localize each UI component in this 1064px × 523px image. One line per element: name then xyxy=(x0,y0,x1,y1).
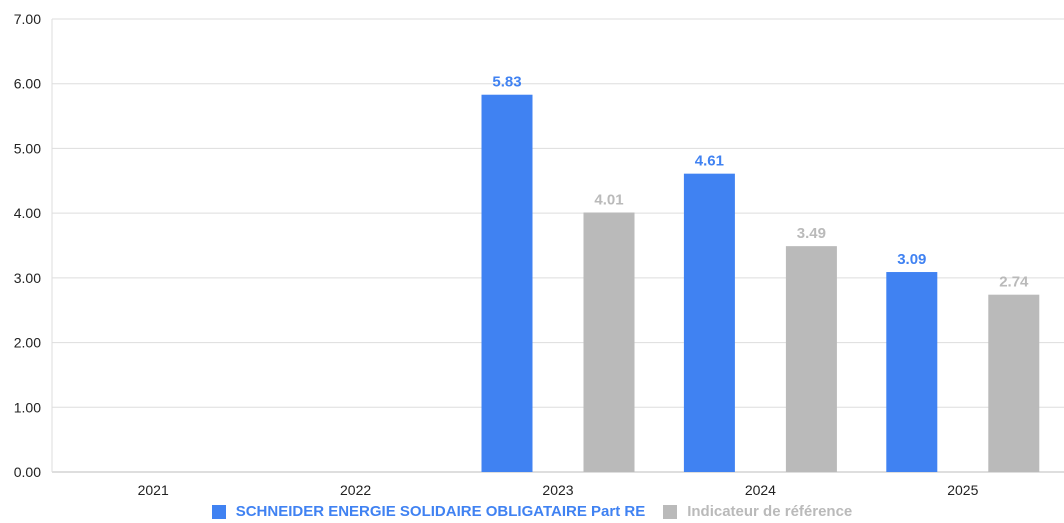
value-labels: 5.83 4.01 4.61 3.49 3.09 2.74 xyxy=(492,74,1029,291)
bar-chart: 0.001.002.003.004.005.006.007.00 2021 202… xyxy=(14,11,1064,498)
y-tick-label: 7.00 xyxy=(14,11,41,27)
legend-swatch-fund xyxy=(211,504,226,519)
data-label: 3.09 xyxy=(897,251,926,268)
x-tick-label: 2021 xyxy=(138,482,169,498)
x-tick-label: 2022 xyxy=(340,482,371,498)
legend-item-benchmark[interactable]: Indicateur de référence xyxy=(663,503,852,520)
y-axis: 0.00 1.00 2.00 3.00 4.00 5.00 6.00 7.00 xyxy=(14,11,41,480)
x-tick-label: 2023 xyxy=(542,482,573,498)
legend-label-benchmark: Indicateur de référence xyxy=(687,503,853,520)
legend: SCHNEIDER ENERGIE SOLIDAIRE OBLIGATAIRE … xyxy=(0,503,1064,520)
legend-swatch-benchmark xyxy=(663,504,678,519)
bars xyxy=(481,94,1040,473)
x-axis: 2021 2022 2023 2024 2025 xyxy=(138,482,979,498)
x-tick-label: 2025 xyxy=(947,482,978,498)
legend-label-fund: SCHNEIDER ENERGIE SOLIDAIRE OBLIGATAIRE … xyxy=(235,503,646,520)
y-tick-label: 2.00 xyxy=(14,335,41,351)
data-label: 3.49 xyxy=(797,225,826,242)
bar xyxy=(683,173,735,472)
y-tick-label: 0.00 xyxy=(14,464,41,480)
data-label: 5.83 xyxy=(492,74,521,91)
y-tick-label: 1.00 xyxy=(14,399,41,415)
bar xyxy=(583,212,635,472)
bar xyxy=(785,246,837,472)
y-tick-label: 6.00 xyxy=(14,76,41,92)
legend-item-fund[interactable]: SCHNEIDER ENERGIE SOLIDAIRE OBLIGATAIRE … xyxy=(211,503,646,520)
data-label: 2.74 xyxy=(999,274,1029,291)
bar xyxy=(988,294,1040,472)
x-tick-label: 2024 xyxy=(745,482,776,498)
y-tick-label: 5.00 xyxy=(14,140,41,156)
y-tick-label: 3.00 xyxy=(14,270,41,286)
y-tick-label: 4.00 xyxy=(14,205,41,221)
data-label: 4.61 xyxy=(695,153,724,170)
gridlines xyxy=(51,18,1064,473)
data-label: 4.01 xyxy=(594,191,623,208)
bar xyxy=(886,272,938,472)
bar xyxy=(481,94,533,473)
